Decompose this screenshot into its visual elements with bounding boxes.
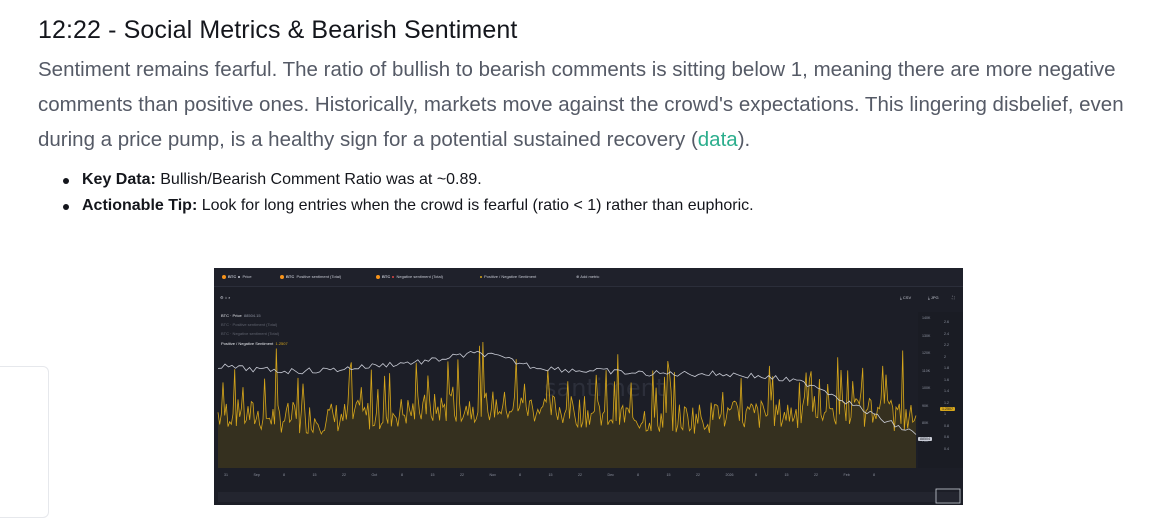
price-axis-tick: 80K — [922, 421, 929, 425]
side-panel-card — [0, 366, 49, 518]
paragraph-text: Sentiment remains fearful. The ratio of … — [38, 58, 1124, 151]
paragraph-text-end: ). — [737, 128, 751, 151]
ratio-value-badge: 1.2507 — [940, 407, 955, 411]
ratio-axis-tick: 1 — [944, 412, 946, 416]
chart-watermark: santiment — [544, 374, 665, 402]
legend-negative: BTC · Negative sentiment (Total) — [221, 331, 280, 336]
legend-positive: BTC · Positive sentiment (Total) — [221, 322, 278, 327]
price-axis-tick: 130K — [922, 333, 931, 338]
fullscreen-icon[interactable]: ⛶ — [952, 295, 955, 300]
legend-ratio: Positive / Negative Sentiment 1.2507 — [221, 341, 288, 346]
ratio-axis-tick: 1.6 — [944, 377, 949, 382]
x-axis-tick: 22 — [814, 473, 818, 477]
x-axis-tick: 22 — [342, 473, 346, 477]
x-axis-tick: 8 — [637, 473, 639, 477]
x-axis-tick: 8 — [401, 473, 403, 477]
section-title: 12:22 - Social Metrics & Bearish Sentime… — [38, 16, 518, 44]
bullet-label: Key Data: — [82, 171, 156, 188]
jpg-download-button[interactable]: ⤓ JPG — [928, 295, 939, 300]
price-axis-tick: 110K — [922, 368, 931, 373]
x-axis-tick: 31 — [224, 473, 228, 477]
ratio-series-line — [217, 341, 917, 435]
ratio-axis-tick: 0.4 — [944, 446, 949, 451]
add-metric-button[interactable]: ⊕ Add metric — [576, 274, 600, 279]
x-axis-tick: 15 — [784, 473, 789, 477]
price-value-badge: 88504 — [918, 437, 932, 441]
x-axis-tick: Dec — [607, 473, 614, 477]
tips-list: Key Data: Bullish/Bearish Comment Ratio … — [38, 170, 754, 222]
x-axis-tick: 15 — [312, 473, 317, 477]
x-axis-tick: 2026 — [725, 473, 734, 477]
sentiment-chart-screenshot[interactable]: BTC Price BTC Positive sentiment (Total)… — [214, 268, 963, 505]
x-axis-tick: 22 — [460, 473, 464, 477]
ratio-axis-tick: 0.8 — [944, 423, 949, 428]
metric-chip-ratio[interactable]: Positive / Negative Sentiment — [480, 268, 536, 286]
price-axis-tick: 100K — [922, 386, 931, 390]
x-axis-tick: 8 — [755, 473, 757, 477]
ratio-axis-tick: 2.4 — [944, 331, 949, 336]
ratio-axis-tick: 2 — [944, 354, 946, 359]
x-axis-tick: 8 — [519, 473, 521, 477]
x-axis-tick: 8 — [873, 473, 875, 477]
bullet-label: Actionable Tip: — [82, 197, 198, 214]
x-axis-tick: 8 — [283, 473, 285, 477]
price-axis-tick: 90K — [922, 403, 929, 408]
data-link[interactable]: data — [697, 128, 738, 151]
price-axis-band — [918, 312, 963, 468]
article-paragraph: Sentiment remains fearful. The ratio of … — [38, 52, 1128, 157]
x-axis-tick: Nov — [489, 473, 496, 477]
csv-download-button[interactable]: ⤓ CSV — [900, 295, 912, 300]
metric-chip-positive[interactable]: BTC Positive sentiment (Total) — [280, 268, 341, 286]
x-axis-tick: Oct — [371, 473, 378, 477]
ratio-axis-tick: 1.2 — [944, 400, 949, 405]
x-axis-tick: 15 — [666, 473, 671, 477]
ratio-axis-tick: 0.6 — [944, 435, 949, 439]
x-axis-tick: Sep — [253, 473, 260, 477]
ratio-area — [218, 342, 916, 468]
chart-plot: santiment — [217, 312, 963, 504]
x-axis-tick: 22 — [696, 473, 700, 477]
chart-toolbar: BTC Price BTC Positive sentiment (Total)… — [214, 268, 963, 287]
x-axis-tick: 15 — [548, 473, 553, 477]
metric-chip-price[interactable]: BTC Price — [222, 268, 252, 286]
bullet-text: Look for long entries when the crowd is … — [197, 197, 754, 214]
list-item: Actionable Tip: Look for long entries wh… — [38, 196, 754, 222]
x-axis-tick: 22 — [578, 473, 582, 477]
ratio-axis-tick: 1.4 — [944, 389, 949, 393]
ratio-axis-tick: 1.8 — [944, 366, 949, 370]
legend-price: BTC · Price 88504.15 — [221, 313, 261, 318]
price-axis-tick: 120K — [922, 351, 931, 355]
price-axis-tick: 140K — [922, 316, 931, 320]
range-navigator — [218, 492, 959, 502]
bullet-text: Bullish/Bearish Comment Ratio was at ~0.… — [155, 171, 482, 188]
price-series-line — [217, 350, 917, 435]
settings-icon[interactable]: ⚙ ⌂ ⌕ — [220, 295, 231, 300]
x-axis-tick: 15 — [430, 473, 435, 477]
ratio-axis-tick: 2.6 — [944, 320, 949, 324]
range-handle — [935, 488, 961, 504]
metric-chip-negative[interactable]: BTC Negative sentiment (Total) — [376, 268, 443, 286]
x-axis-tick: Feb — [843, 473, 850, 477]
ratio-axis-tick: 2.2 — [944, 343, 949, 347]
list-item: Key Data: Bullish/Bearish Comment Ratio … — [38, 170, 754, 196]
